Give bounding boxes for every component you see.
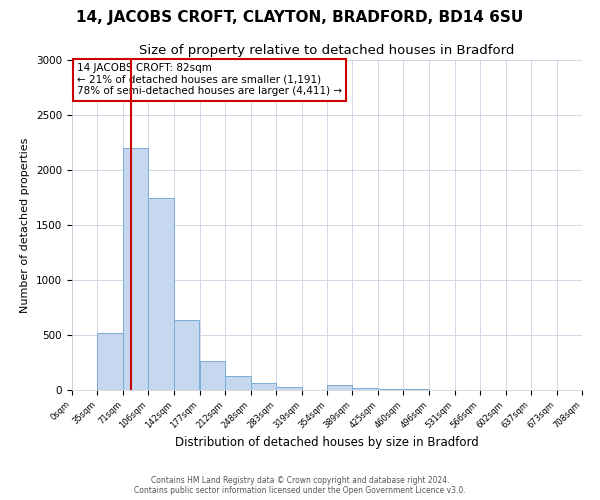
Text: 14, JACOBS CROFT, CLAYTON, BRADFORD, BD14 6SU: 14, JACOBS CROFT, CLAYTON, BRADFORD, BD1… (76, 10, 524, 25)
Bar (97, 333, 123, 390)
Y-axis label: Number of detached properties: Number of detached properties (20, 138, 31, 312)
X-axis label: Distribution of detached houses by size in Bradford: Distribution of detached houses by size … (175, 436, 479, 448)
Text: Contains HM Land Registry data © Crown copyright and database right 2024.
Contai: Contains HM Land Registry data © Crown c… (134, 476, 466, 495)
Bar (276, 386, 302, 390)
Bar (174, 320, 199, 390)
Text: 14 JACOBS CROFT: 82sqm
← 21% of detached houses are smaller (1,191)
78% of semi-: 14 JACOBS CROFT: 82sqm ← 21% of detached… (77, 64, 342, 96)
Bar (327, 384, 352, 390)
Bar (148, 198, 174, 390)
Bar (251, 384, 276, 390)
Title: Size of property relative to detached houses in Bradford: Size of property relative to detached ho… (139, 44, 515, 58)
Bar (352, 388, 378, 390)
Bar (225, 376, 251, 390)
Bar (123, 148, 148, 390)
Bar (199, 362, 225, 390)
Bar (378, 389, 403, 390)
